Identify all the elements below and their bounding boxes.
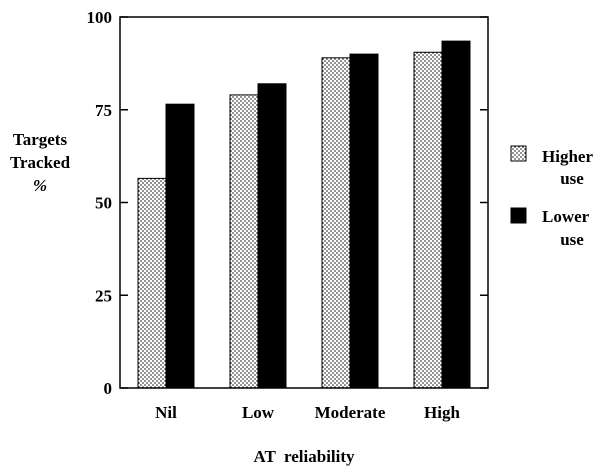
legend-label: use [560, 230, 584, 249]
x-tick-label: High [424, 403, 460, 422]
y-axis-title: Targets Tracked% [10, 130, 71, 195]
x-axis: Nil Low Moderate High [155, 403, 460, 422]
x-tick-label: Moderate [315, 403, 386, 422]
bar-higher-use-nil [137, 177, 167, 389]
y-tick-label: 100 [87, 8, 113, 27]
y-axis: 0 25 50 75 100 [87, 8, 488, 398]
y-axis-title-line: Targets [13, 130, 68, 149]
bar-lower-use-high [441, 40, 471, 389]
y-tick-label: 25 [95, 286, 112, 305]
y-tick-label: 50 [95, 194, 112, 213]
bar-lower-use-low [257, 83, 287, 389]
y-axis-title-line: Tracked [10, 153, 71, 172]
bar-lower-use-nil [165, 103, 195, 389]
bar-higher-use-low [229, 94, 259, 389]
x-tick-label: Low [242, 403, 275, 422]
bars [137, 40, 471, 389]
bar-lower-use-moderate [349, 53, 379, 389]
x-tick-label: Nil [155, 403, 177, 422]
y-axis-title-line: % [33, 176, 47, 195]
legend-label: use [560, 169, 584, 188]
legend: Higher use Lower use [510, 145, 593, 249]
bar-higher-use-moderate [321, 57, 351, 389]
y-tick-label: 75 [95, 101, 112, 120]
legend-label: Higher [542, 147, 593, 166]
bar-higher-use-high [413, 51, 443, 389]
x-axis-title: AT reliability [253, 447, 355, 466]
legend-swatch-higher-use [510, 145, 527, 162]
y-tick-label: 0 [104, 379, 113, 398]
legend-swatch-lower-use [510, 207, 527, 224]
legend-label: Lower [542, 207, 590, 226]
